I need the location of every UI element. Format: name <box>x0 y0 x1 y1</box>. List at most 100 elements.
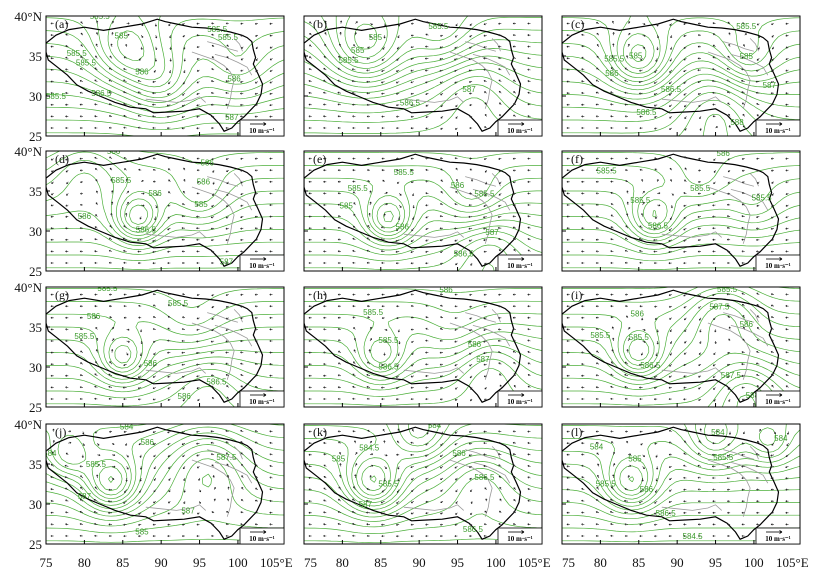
contour-label: 585.5 <box>736 22 757 31</box>
panel-plot-area: 586 586 585.5 586 586 585 586 586.5 587 <box>46 147 284 270</box>
plateau-border <box>46 289 264 403</box>
river-line <box>214 189 253 211</box>
river-line <box>491 38 501 52</box>
reference-vector-label: 10 m·s⁻¹ <box>507 127 532 135</box>
contour-label: 585.5 <box>378 336 399 345</box>
y-tick-label: 35 <box>29 320 42 335</box>
contour-label: 585.5 <box>74 332 95 341</box>
contour-label: 586.5 <box>91 89 112 98</box>
contour-label: 585 <box>340 202 354 211</box>
reference-vector-label: 10 m·s⁻¹ <box>507 262 532 270</box>
contour-label: 586 <box>107 147 121 156</box>
wind-vectors <box>566 20 789 131</box>
contour-label: 587 <box>476 355 490 364</box>
contour-label: 585.5 <box>363 308 384 317</box>
panel-label: (g) <box>55 288 69 302</box>
x-tick-label: 80 <box>336 555 349 570</box>
river-line <box>723 41 755 52</box>
contour-lines <box>304 16 542 134</box>
y-tick-label: 25 <box>29 537 42 552</box>
panel-plot-area: 586 585.5 585.5 586 586.5 587 <box>304 286 542 406</box>
contour-label: 586.5 <box>136 226 157 235</box>
reference-vector-label: 10 m·s⁻¹ <box>765 127 790 135</box>
contour-label: 584 <box>711 428 725 437</box>
contour-label: 584 <box>774 434 788 443</box>
panel-label: (f) <box>571 152 583 166</box>
contour-label: 586 <box>439 286 453 295</box>
panel-l: 584 584 584 585 585.5 585.5 586 586.5 584.5 (l) 10… <box>561 423 801 545</box>
y-tick-label: 35 <box>29 184 42 199</box>
reference-arrowhead <box>779 393 783 397</box>
plateau-border <box>304 153 522 267</box>
river-line <box>661 231 722 238</box>
river-line <box>449 459 493 517</box>
contour-label: 585 <box>369 33 383 42</box>
contour-label: 587.5 <box>721 371 742 380</box>
panel-label: (l) <box>571 425 582 439</box>
wind-vectors <box>308 428 531 538</box>
contour-label: 586 <box>451 181 465 190</box>
river-line <box>472 189 511 211</box>
y-tick-label: 35 <box>29 457 42 472</box>
y-tick-label: 30 <box>29 497 42 512</box>
river-line <box>707 322 751 380</box>
contour-label: 585.5 <box>339 56 360 65</box>
x-tick-label: 105°E <box>776 555 809 570</box>
contour-label: 584 <box>43 449 57 458</box>
reference-arrowhead <box>521 257 525 261</box>
contour-label: 587 <box>225 113 239 122</box>
y-tick-label: 35 <box>29 49 42 64</box>
river-line <box>707 459 751 517</box>
x-tick-label: 75 <box>40 555 53 570</box>
plateau-border <box>304 426 522 540</box>
contour-label: 586.5 <box>640 361 661 370</box>
reference-vector-label: 10 m·s⁻¹ <box>507 535 532 543</box>
contour-label: 584.5 <box>683 532 704 541</box>
panel-plot-area: 584 584.5 585 586 585.5 586.5 587 586.5 <box>304 424 542 544</box>
river-line <box>145 367 206 374</box>
reference-arrowhead <box>779 122 783 126</box>
contour-lines <box>304 152 542 271</box>
panel-frame <box>45 15 285 137</box>
river-line <box>465 41 497 52</box>
contour-label: 585.5 <box>590 331 611 340</box>
x-tick-label: 85 <box>374 555 387 570</box>
reference-vector-label: 10 m·s⁻¹ <box>249 127 274 135</box>
panel-j: 584 586 584 585.5 587.5 587 587 585 (j) 10 m·s⁻¹ <box>43 423 285 545</box>
x-tick-label: 90 <box>413 555 426 570</box>
contour-label: 586.5 <box>648 222 669 231</box>
contour-label: 585 <box>351 46 365 55</box>
plateau-border <box>562 289 780 403</box>
contour-label: 587 <box>359 500 373 509</box>
contour-label: 586 <box>227 75 241 84</box>
contour-label: 586.5 <box>378 362 399 371</box>
x-tick-label: 85 <box>116 555 129 570</box>
panel-plot-area: 585.5 585.5 586 585.5 585 586 587 586.5 <box>304 152 542 271</box>
river-line <box>214 462 253 484</box>
contour-label: 585 <box>194 200 208 209</box>
river-line <box>707 186 751 244</box>
contour-lines <box>46 151 284 270</box>
contour-label: 587.5 <box>216 453 237 462</box>
plateau-border <box>46 18 264 132</box>
panel-frame <box>45 150 285 272</box>
y-tick-label: 25 <box>29 129 42 144</box>
river-line <box>449 322 493 380</box>
contour-label: 586.5 <box>454 250 475 259</box>
contour-label: 586 <box>468 340 482 349</box>
reference-arrowhead <box>521 122 525 126</box>
panel-label: (j) <box>55 425 66 439</box>
river-line <box>730 462 769 484</box>
contour-label: 585.5 <box>90 12 111 21</box>
panel-i: 585.5 587.5 586 585.5 586 585.5 586.5 587.5 588 (… <box>561 286 801 408</box>
river-line <box>723 176 755 187</box>
wind-vectors <box>566 156 789 265</box>
contour-label: 587 <box>485 228 499 237</box>
plateau-border <box>304 289 522 403</box>
contour-label: 585 <box>332 455 346 464</box>
panel-label: (e) <box>313 152 326 166</box>
contour-label: 588 <box>746 391 760 400</box>
river-line <box>191 51 235 109</box>
contour-label: 586 <box>631 310 645 319</box>
